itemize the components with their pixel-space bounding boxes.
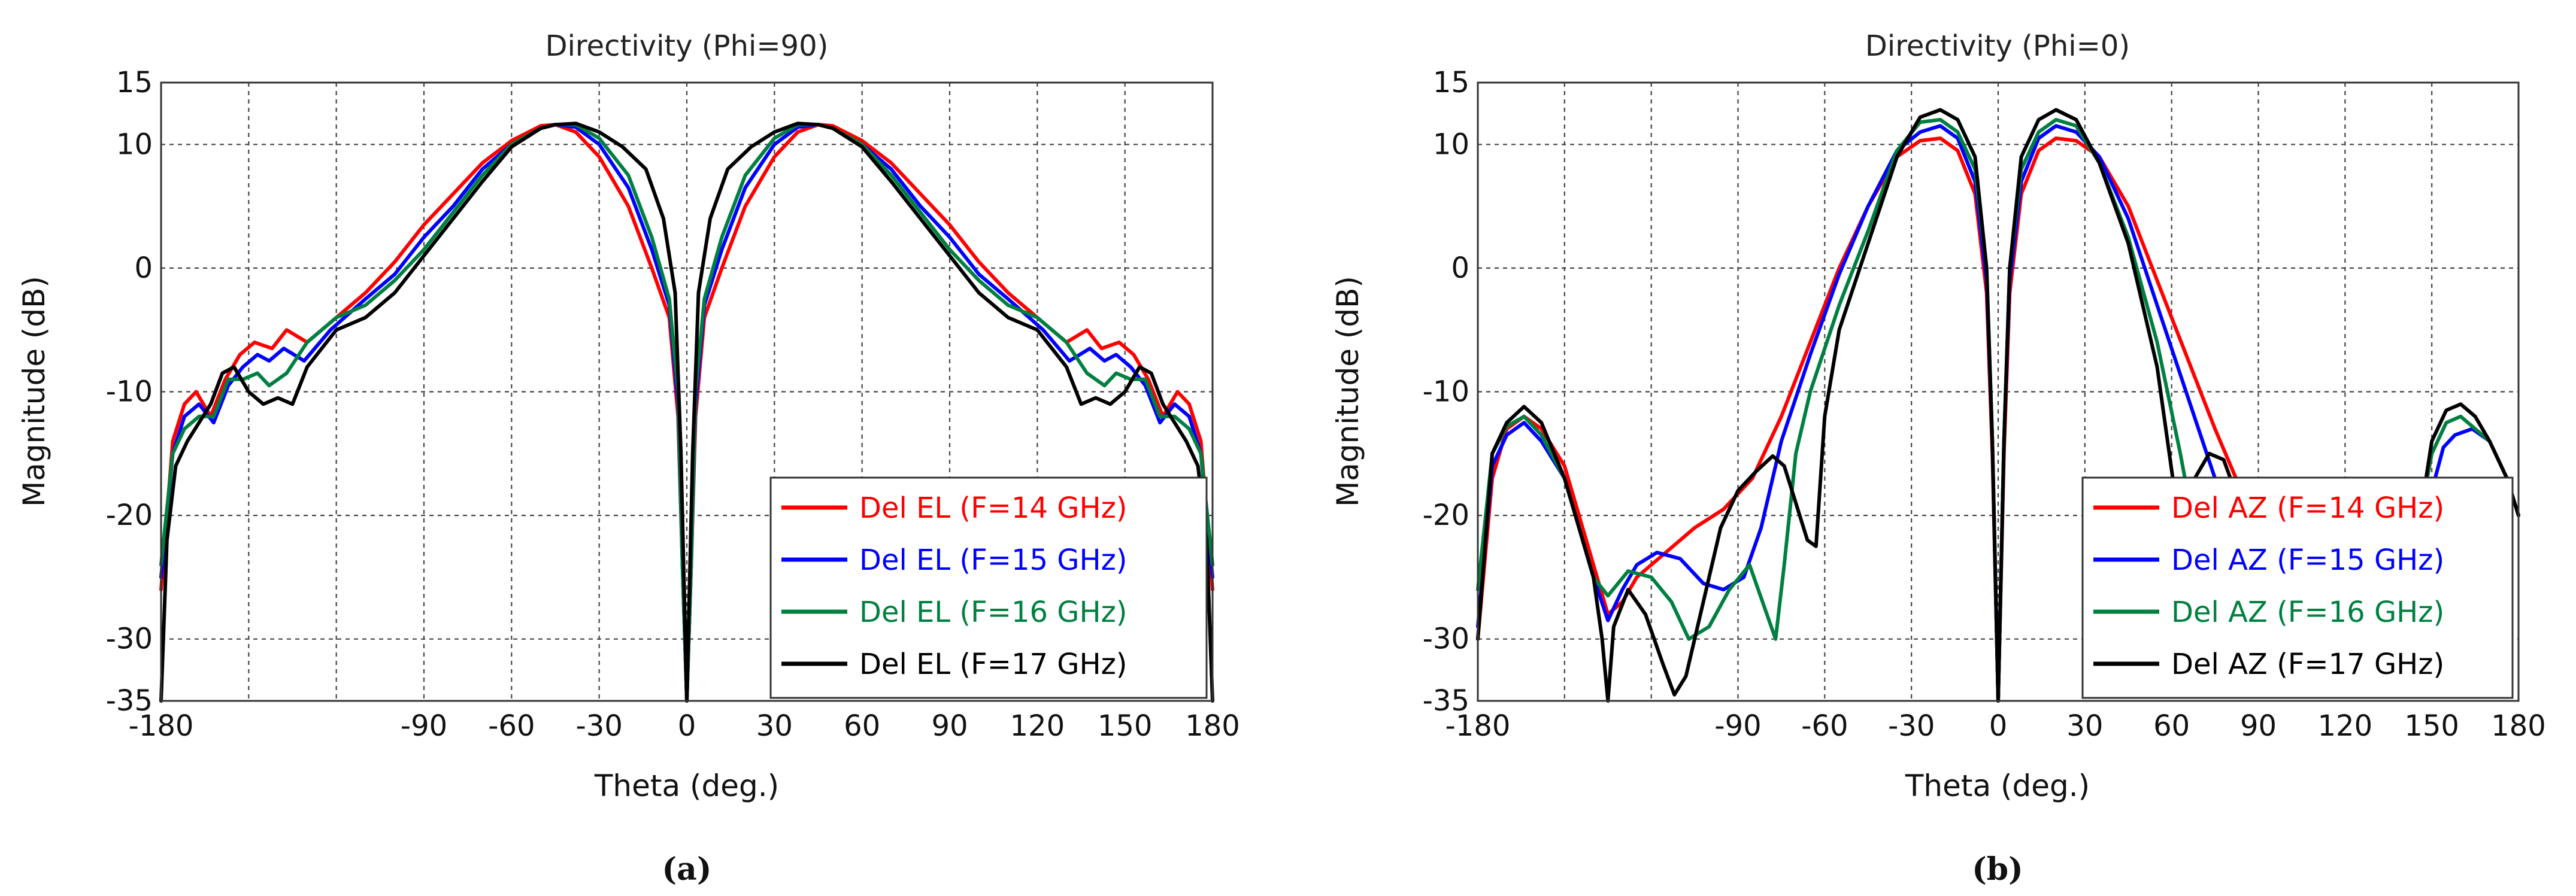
legend-entry: Del AZ (F=17 GHz) (2171, 648, 2444, 681)
x-tick-label: -90 (1714, 709, 1761, 743)
legend-entry: Del EL (F=17 GHz) (859, 648, 1128, 681)
y-tick-label: 0 (1451, 251, 1469, 285)
y-tick-label: -10 (1423, 375, 1469, 409)
y-tick-labels: 15 10 0 -10 -20 -30 -35 (106, 66, 153, 718)
legend-entry: Del EL (F=14 GHz) (859, 491, 1128, 525)
legend-entry: Del EL (F=16 GHz) (859, 596, 1128, 629)
chart-title: Directivity (Phi=90) (545, 29, 829, 63)
x-tick-label: -90 (401, 709, 447, 743)
series-line (1476, 136, 2257, 703)
x-tick-label: 150 (1098, 709, 1153, 743)
chart-title: Directivity (Phi=0) (1865, 29, 2130, 63)
x-tick-label: -30 (1888, 709, 1935, 743)
y-tick-label: -35 (106, 684, 153, 718)
plot-frame (1477, 81, 2520, 702)
y-tick-label: -35 (1423, 684, 1469, 718)
y-tick-label: 15 (1433, 66, 1469, 99)
y-tick-label: -20 (1423, 499, 1469, 532)
x-tick-label: -30 (575, 709, 622, 743)
x-tick-label: 60 (844, 709, 880, 743)
x-tick-label: 180 (2491, 709, 2546, 743)
chart-panel-a: Directivity (Phi=90) -180 -90 -60 -30 0 30 60 9… (17, 29, 1240, 888)
y-tick-label: 0 (134, 251, 153, 285)
y-tick-label: 10 (1433, 127, 1469, 161)
x-tick-label: 0 (678, 709, 696, 743)
y-tick-label: -30 (106, 622, 153, 656)
legend: Del EL (F=14 GHz) Del EL (F=15 GHz) Del EL… (769, 476, 1208, 699)
x-tick-label: 90 (931, 709, 968, 743)
y-tick-label: 10 (116, 127, 153, 161)
panel-label: (b) (1972, 851, 2023, 888)
legend: Del AZ (F=14 GHz) Del AZ (F=15 GHz) Del AZ… (2081, 476, 2514, 699)
legend-box (769, 476, 1208, 699)
legend-entry: Del AZ (F=16 GHz) (2171, 596, 2444, 629)
x-tick-label: 120 (2318, 709, 2373, 743)
legend-entry: Del AZ (F=14 GHz) (2171, 491, 2444, 525)
x-tick-labels: -180 -90 -60 -30 0 30 60 90 120 150 180 (1445, 709, 2546, 743)
x-tick-label: -180 (129, 709, 194, 743)
y-tick-labels: 15 10 0 -10 -20 -30 -35 (1423, 66, 1469, 718)
x-tick-labels: -180 -90 -60 -30 0 30 60 90 120 150 180 (129, 709, 1240, 743)
x-tick-label: 120 (1010, 709, 1065, 743)
x-tick-label: 30 (756, 709, 793, 743)
legend-box (2081, 476, 2514, 699)
y-axis-label: Magnitude (dB) (17, 276, 51, 507)
legend-entry: Del EL (F=15 GHz) (859, 543, 1128, 577)
y-tick-label: -20 (106, 499, 153, 532)
x-tick-label: -60 (488, 709, 535, 743)
plot-frame (160, 81, 1214, 702)
y-tick-label: -30 (1423, 622, 1469, 656)
x-axis-label: Theta (deg.) (594, 769, 779, 803)
x-tick-label: 30 (2066, 709, 2103, 743)
y-tick-label: -10 (106, 375, 153, 409)
y-tick-label: 15 (116, 66, 153, 99)
x-tick-label: 90 (2240, 709, 2277, 743)
x-tick-label: 150 (2404, 709, 2459, 743)
panel-label: (a) (662, 851, 712, 888)
legend-entry: Del AZ (F=15 GHz) (2171, 543, 2444, 577)
y-axis-label: Magnitude (dB) (1331, 276, 1365, 507)
x-tick-label: 60 (2153, 709, 2190, 743)
x-tick-label: -60 (1801, 709, 1848, 743)
x-axis-label: Theta (deg.) (1905, 769, 2090, 803)
x-tick-label: -180 (1445, 709, 1511, 743)
chart-panel-b: Directivity (Phi=0) -180 -90 -60 -30 0 30 60 90… (1331, 29, 2546, 888)
x-tick-label: 0 (1989, 709, 2008, 743)
x-tick-label: 180 (1185, 709, 1240, 743)
series-line (1476, 108, 2520, 703)
